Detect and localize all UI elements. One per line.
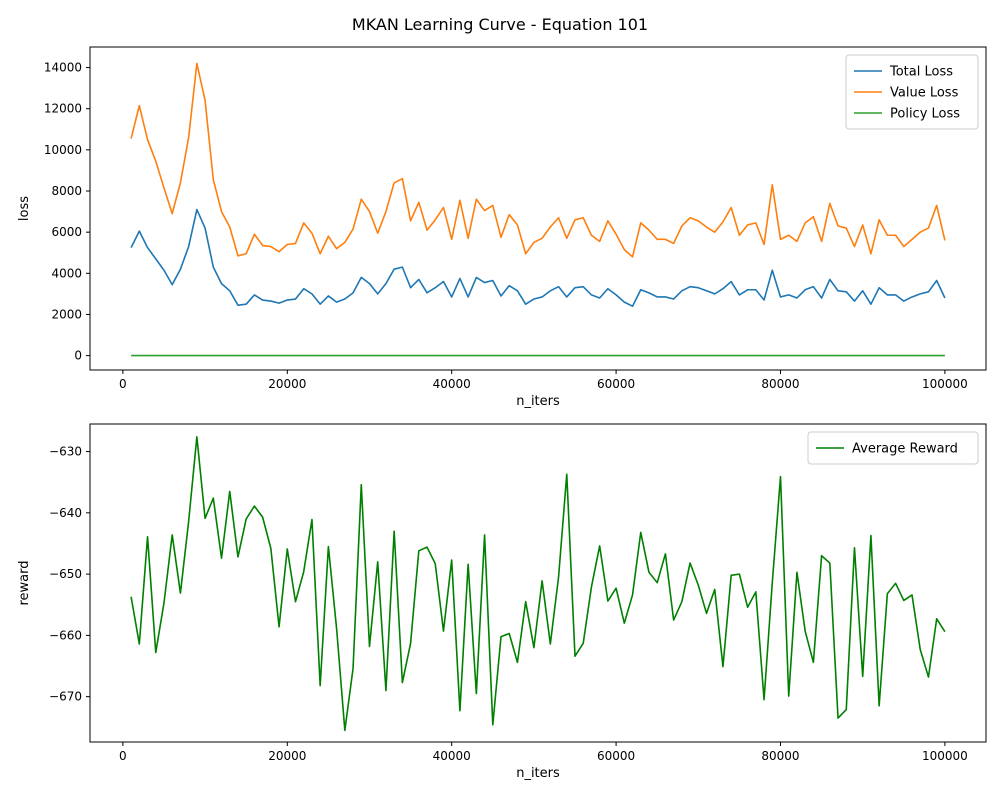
- reward-x-tick-label: 40000: [433, 749, 471, 763]
- reward-y-tick-label: −650: [49, 567, 82, 581]
- reward-y-axis-label: reward: [17, 560, 32, 605]
- loss-chart: 0 20000 40000 60000 80000 100000 0 2000 4000 6000…: [17, 46, 987, 409]
- loss-y-tick-label: 8000: [51, 184, 82, 198]
- loss-y-tick-label: 12000: [44, 102, 82, 116]
- reward-x-tick-label: 80000: [761, 749, 799, 763]
- reward-y-tick-label: −640: [49, 506, 82, 520]
- loss-plot-frame: [89, 46, 987, 371]
- loss-y-tick-label: 10000: [44, 143, 82, 157]
- loss-y-tick-label: 2000: [51, 307, 82, 321]
- loss-x-tick-label: 0: [119, 377, 127, 391]
- reward-plot-frame: [89, 423, 987, 743]
- reward-legend-box: [807, 431, 979, 465]
- reward-legend-label: Average Reward: [852, 442, 958, 457]
- reward-x-axis-label: n_iters: [516, 766, 560, 781]
- loss-y-axis-label: loss: [17, 196, 32, 221]
- loss-x-tick-label: 100000: [922, 377, 968, 391]
- average-reward-line: [130, 436, 946, 732]
- loss-y-tick-label: 6000: [51, 225, 82, 239]
- reward-x-tick-label: 20000: [268, 749, 306, 763]
- loss-x-tick-label: 20000: [268, 377, 306, 391]
- loss-legend-label: Value Loss: [890, 86, 959, 101]
- total-loss-line: [130, 208, 946, 308]
- reward-x-tick-label: 0: [119, 749, 127, 763]
- reward-y-tick-label: −670: [49, 690, 82, 704]
- reward-y-tick-label: −630: [49, 445, 82, 459]
- loss-legend-label: Total Loss: [889, 65, 953, 80]
- loss-y-tick-label: 14000: [44, 61, 82, 75]
- loss-x-tick-label: 80000: [761, 377, 799, 391]
- loss-y-tick-label: 4000: [51, 266, 82, 280]
- reward-y-tick-label: −660: [49, 628, 82, 642]
- value-loss-line: [130, 62, 946, 258]
- loss-y-tick-label: 0: [74, 349, 82, 363]
- reward-chart: 0 20000 40000 60000 80000 100000 −630 −640 −650 −…: [17, 423, 987, 781]
- figure-title: MKAN Learning Curve - Equation 101: [352, 15, 648, 34]
- loss-x-tick-label: 40000: [433, 377, 471, 391]
- loss-legend: Total Loss Value Loss Policy Loss: [845, 54, 979, 130]
- loss-legend-box: [845, 54, 979, 130]
- reward-x-tick-label: 60000: [597, 749, 635, 763]
- loss-x-tick-label: 60000: [597, 377, 635, 391]
- reward-x-tick-label: 100000: [922, 749, 968, 763]
- reward-legend: Average Reward: [807, 431, 979, 465]
- loss-legend-label: Policy Loss: [890, 107, 960, 122]
- loss-x-axis-label: n_iters: [516, 394, 560, 409]
